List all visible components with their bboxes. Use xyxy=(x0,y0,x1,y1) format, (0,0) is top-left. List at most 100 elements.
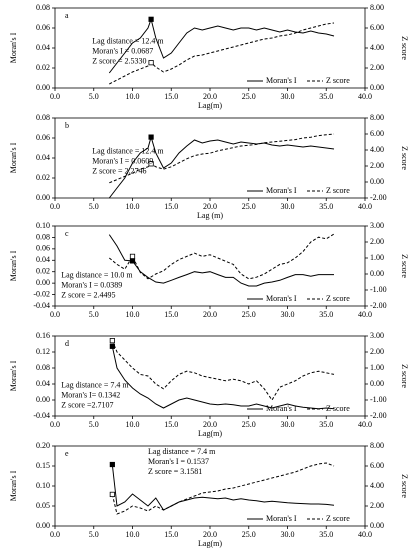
x-tick-label: 35.0 xyxy=(319,310,333,319)
x-tick-label: 0.0 xyxy=(50,310,60,319)
x-tick-label: 20.0 xyxy=(203,310,217,319)
panel-label: a xyxy=(65,11,69,20)
y2-tick-label: 8.00 xyxy=(370,441,384,450)
x-tick-label: 10.0 xyxy=(126,202,140,211)
panel-label: b xyxy=(65,121,69,130)
y2-tick-label: 3.00 xyxy=(370,331,384,340)
x-tick-label: 40.0 xyxy=(358,420,372,429)
peak-marker xyxy=(148,60,154,66)
x-tick-label: 30.0 xyxy=(281,530,295,539)
x-axis-title: Lag(m) xyxy=(198,539,222,548)
y2-tick-label: -2.00 xyxy=(370,301,387,310)
y-tick-label: 0.04 xyxy=(36,43,50,52)
y2-axis-title: Z score xyxy=(400,146,409,170)
y-tick-label: 0.08 xyxy=(36,113,50,122)
legend-label: Z score xyxy=(326,76,350,85)
x-tick-label: 20.0 xyxy=(203,530,217,539)
y-tick-label: -0.02 xyxy=(33,289,50,298)
y2-tick-label: 4.00 xyxy=(370,481,384,490)
y-tick-label: 0.04 xyxy=(36,255,50,264)
peak-marker xyxy=(109,338,115,344)
y-tick-label: 0.02 xyxy=(36,173,50,182)
y2-tick-label: 4.00 xyxy=(370,145,384,154)
y-tick-label: 0.20 xyxy=(36,441,50,450)
x-tick-label: 15.0 xyxy=(164,310,178,319)
annotation: Moran's I= 0.1342 xyxy=(61,390,120,399)
y2-tick-label: 0.00 xyxy=(370,521,384,530)
y2-tick-label: -1.00 xyxy=(370,285,387,294)
y-tick-label: -0.04 xyxy=(33,301,50,310)
y2-tick-label: 8.00 xyxy=(370,3,384,12)
panel-label: d xyxy=(65,339,69,348)
annotation: Z score = 2.4495 xyxy=(61,290,115,299)
series-line xyxy=(109,133,335,184)
y2-tick-label: -1.00 xyxy=(370,395,387,404)
annotation: Moran's I = 0.0687 xyxy=(92,46,153,55)
x-tick-label: 20.0 xyxy=(203,420,217,429)
legend-label: Moran's I xyxy=(266,514,297,523)
x-tick-label: 40.0 xyxy=(358,310,372,319)
x-tick-label: 30.0 xyxy=(281,420,295,429)
x-tick-label: 15.0 xyxy=(164,202,178,211)
legend-label: Z score xyxy=(326,294,350,303)
y-tick-label: 0.04 xyxy=(36,153,50,162)
y-tick-label: 0.00 xyxy=(36,395,50,404)
series-line xyxy=(108,233,335,280)
x-tick-label: 15.0 xyxy=(164,92,178,101)
y2-tick-label: 6.00 xyxy=(370,129,384,138)
x-tick-label: 15.0 xyxy=(164,530,178,539)
y-tick-label: 0.04 xyxy=(36,379,50,388)
plot-frame xyxy=(54,445,366,527)
y-tick-label: 0.00 xyxy=(36,193,50,202)
x-tick-label: 25.0 xyxy=(242,420,256,429)
peak-marker xyxy=(109,461,115,468)
y2-tick-label: -2.00 xyxy=(370,193,387,202)
x-tick-label: 25.0 xyxy=(242,310,256,319)
y-tick-label: 0.06 xyxy=(36,133,50,142)
peak-marker xyxy=(129,253,136,259)
y-axis-title: Moran's I xyxy=(9,470,18,501)
y-tick-label: 0.08 xyxy=(36,3,50,12)
y2-tick-label: 2.00 xyxy=(370,237,384,246)
y-tick-label: 0.05 xyxy=(36,501,50,510)
peak-marker xyxy=(148,134,154,140)
legend-label: Moran's I xyxy=(266,404,297,413)
y-tick-label: 0.00 xyxy=(36,83,50,92)
y-tick-label: 0.16 xyxy=(36,331,50,340)
annotation: Moran's I = 0.1537 xyxy=(148,457,209,466)
y-tick-label: 0.10 xyxy=(36,481,50,490)
annotation: Moran's I = 0.0389 xyxy=(61,280,122,289)
x-tick-label: 0.0 xyxy=(50,420,60,429)
x-tick-label: 25.0 xyxy=(242,202,256,211)
annotation: Z score = 3.1581 xyxy=(148,467,202,476)
x-tick-label: 5.0 xyxy=(89,202,99,211)
y-tick-label: 0.15 xyxy=(36,461,50,470)
y-axis-title: Moran's I xyxy=(9,250,18,281)
annotation: Lag distance = 7.4 m xyxy=(148,447,216,456)
series-line xyxy=(111,462,335,515)
annotation: Lag distance = 10.0 m xyxy=(61,270,133,279)
x-tick-label: 0.0 xyxy=(50,202,60,211)
x-tick-label: 35.0 xyxy=(319,420,333,429)
series-line xyxy=(111,346,335,410)
x-tick-label: 15.0 xyxy=(164,420,178,429)
series-line xyxy=(111,340,335,401)
annotation: Lag distance = 12.4 m xyxy=(92,36,164,45)
x-tick-label: 10.0 xyxy=(126,420,140,429)
peak-marker xyxy=(129,258,136,264)
annotation: Z score = 2.2746 xyxy=(92,166,146,175)
x-tick-label: 5.0 xyxy=(89,92,99,101)
x-tick-label: 35.0 xyxy=(319,530,333,539)
y-axis-title: Moran's I xyxy=(9,142,18,173)
y-tick-label: 0.00 xyxy=(36,278,50,287)
y2-tick-label: 2.00 xyxy=(370,161,384,170)
annotation: Lag distance = 7.4 m xyxy=(61,380,129,389)
annotation: Z score =2.7107 xyxy=(61,400,113,409)
peak-marker xyxy=(148,16,154,22)
series-line xyxy=(108,234,334,287)
legend-label: Moran's I xyxy=(266,294,297,303)
y-tick-label: 0.12 xyxy=(36,347,50,356)
x-axis-title: Lag(m) xyxy=(198,101,222,110)
x-tick-label: 35.0 xyxy=(319,202,333,211)
